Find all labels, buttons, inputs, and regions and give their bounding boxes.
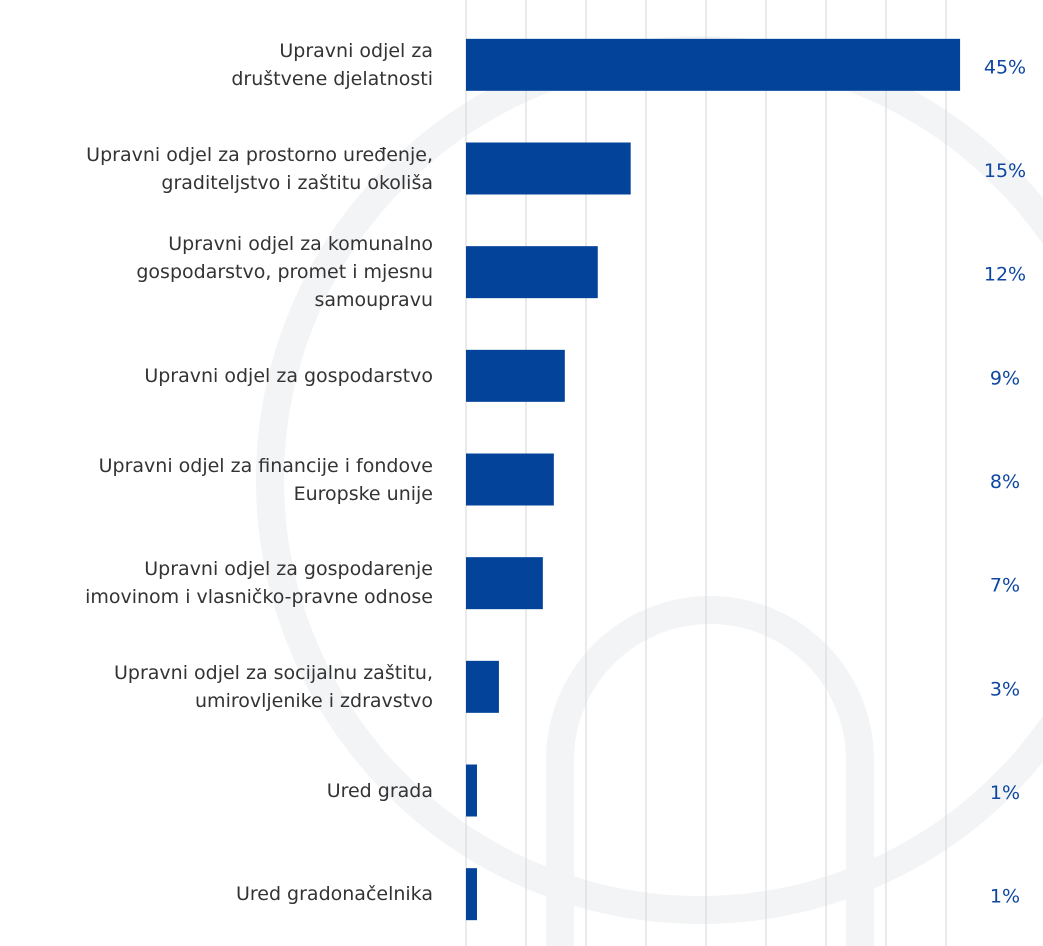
value-label: 3% xyxy=(990,678,1020,700)
category-label: Upravni odjel za društvene djelatnosti xyxy=(231,39,433,90)
bar xyxy=(466,660,499,713)
category-label: Ured gradonačelnika xyxy=(235,883,433,906)
bar xyxy=(466,246,598,299)
category-label: Upravni odjel za prostorno uređenje, gra… xyxy=(86,143,433,194)
bar xyxy=(466,453,554,506)
value-label: 8% xyxy=(990,471,1020,493)
category-label: Upravni odjel za gospodarenje imovinom i… xyxy=(85,558,433,609)
category-label: Upravni odjel za komunalno gospodarstvo,… xyxy=(136,233,433,312)
category-label: Upravni odjel za socijalnu zaštitu, umir… xyxy=(113,661,433,712)
category-label: Upravni odjel za gospodarstvo xyxy=(144,364,433,387)
bar xyxy=(466,38,961,91)
value-label: 15% xyxy=(984,160,1026,182)
value-label: 7% xyxy=(990,575,1020,597)
category-label: Upravni odjel za financije i fondove Eur… xyxy=(98,454,433,505)
value-label: 12% xyxy=(984,264,1026,286)
bar xyxy=(466,142,631,195)
value-label: 9% xyxy=(990,367,1020,389)
bar xyxy=(466,557,543,610)
category-label: Ured grada xyxy=(326,779,433,802)
bar xyxy=(466,349,565,402)
value-label: 1% xyxy=(990,886,1020,908)
bar xyxy=(466,868,477,921)
value-label: 45% xyxy=(984,56,1026,78)
value-label: 1% xyxy=(990,782,1020,804)
bar xyxy=(466,764,477,817)
